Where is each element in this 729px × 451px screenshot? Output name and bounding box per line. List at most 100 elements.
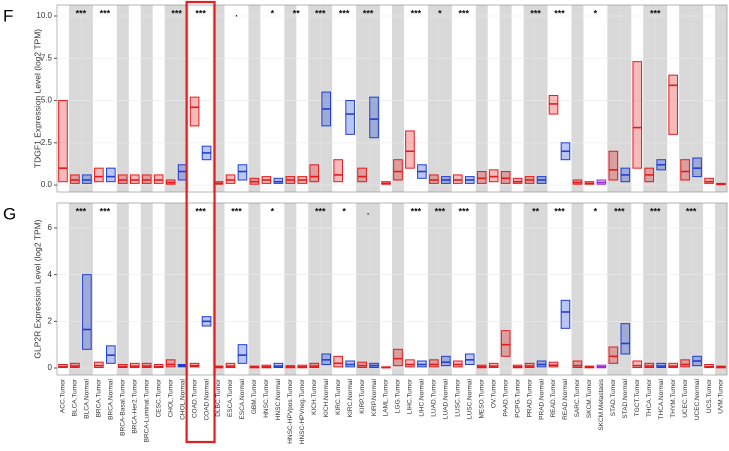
group-shade xyxy=(176,203,189,375)
box xyxy=(405,130,415,169)
group-shade xyxy=(619,203,632,375)
group-shade xyxy=(427,203,440,375)
x-tick-label: SARC.Tumor xyxy=(574,378,581,417)
significance-label: * xyxy=(271,8,275,18)
box xyxy=(704,177,714,184)
box xyxy=(680,159,690,181)
box xyxy=(357,361,367,369)
box xyxy=(405,359,415,368)
x-tick-label: ESCA.Normal xyxy=(239,378,246,419)
significance-label: * xyxy=(342,206,346,216)
box xyxy=(237,164,248,181)
x-tick-label: SKCM.Metastasis xyxy=(598,378,605,430)
box xyxy=(333,355,343,368)
x-tick-label: BRCA.Normal xyxy=(108,378,115,419)
significance-label: *** xyxy=(315,206,326,216)
significance-label: *** xyxy=(614,206,625,216)
box xyxy=(94,361,104,369)
box xyxy=(225,174,236,184)
group-shade xyxy=(356,5,369,192)
box xyxy=(452,174,463,184)
box xyxy=(632,360,643,369)
box xyxy=(189,96,200,127)
x-tick-label: LGG.Tumor xyxy=(395,378,402,413)
x-tick-label: LUAD.Tumor xyxy=(431,378,438,417)
box xyxy=(572,360,583,369)
x-tick-label: BRCA-Luminal.Tumor xyxy=(143,378,150,442)
box xyxy=(345,100,355,135)
x-tick-label: KIRC.Normal xyxy=(347,378,354,417)
x-tick-label: SKCM.Tumor xyxy=(586,378,593,418)
group-shade xyxy=(679,5,692,192)
y-tick-label: 7.5 xyxy=(41,53,53,62)
box xyxy=(548,94,559,115)
significance-label: *** xyxy=(195,206,206,216)
group-shade xyxy=(655,5,668,192)
box xyxy=(680,359,690,368)
group-shade xyxy=(535,5,548,192)
group-shade xyxy=(368,203,381,375)
significance-label: *** xyxy=(459,206,470,216)
box xyxy=(117,174,128,184)
group-shade xyxy=(116,203,129,375)
box xyxy=(476,171,487,184)
x-tick-label: ACC.Tumor xyxy=(60,378,67,413)
y-axis-label: TDGF1 Expression Level (log2 TPM) xyxy=(32,29,42,168)
significance-label: *** xyxy=(650,206,661,216)
group-shade xyxy=(368,5,381,192)
y-tick-label: 10.0 xyxy=(36,11,52,20)
x-tick-label: LIHC.Normal xyxy=(419,378,426,416)
box xyxy=(632,61,643,169)
x-tick-label: PAAD.Tumor xyxy=(502,378,509,416)
y-tick-label: 6 xyxy=(48,223,53,232)
group-shade xyxy=(392,203,404,375)
group-shade xyxy=(439,5,452,192)
box xyxy=(692,157,702,178)
group-shade xyxy=(248,5,261,192)
box xyxy=(106,167,116,183)
significance-label: *** xyxy=(231,206,242,216)
group-shade xyxy=(140,203,153,375)
significance-label: *** xyxy=(315,8,326,18)
x-tick-label: HNSC-HPVneg.Tumor xyxy=(299,378,306,444)
significance-label: *** xyxy=(76,206,87,216)
group-shade xyxy=(164,203,177,375)
significance-label: *** xyxy=(171,8,182,18)
x-tick-label: STAD.Normal xyxy=(622,378,629,418)
significance-label: *** xyxy=(411,206,422,216)
box xyxy=(369,96,379,139)
x-tick-label: KICH.Tumor xyxy=(311,378,318,415)
group-shade xyxy=(715,203,727,375)
group-shade xyxy=(248,203,261,375)
significance-label: *** xyxy=(530,8,541,18)
box xyxy=(512,177,523,184)
box xyxy=(357,167,367,183)
y-tick-label: 0 xyxy=(48,363,53,372)
highlight-frame xyxy=(185,0,216,444)
significance-label: *** xyxy=(100,206,111,216)
box xyxy=(393,348,403,367)
y-tick-label: 4 xyxy=(48,270,53,279)
significance-label: *** xyxy=(554,8,565,18)
box xyxy=(70,174,80,184)
group-shade xyxy=(68,203,81,375)
y-axis-label: GLP2R Expression Level (log2 TPM) xyxy=(32,219,42,358)
group-shade xyxy=(691,203,704,375)
group-shade xyxy=(176,5,189,192)
group-shade xyxy=(523,203,536,375)
significance-label: * xyxy=(594,206,598,216)
x-tick-label: UCEC.Tumor xyxy=(682,378,689,418)
group-shade xyxy=(607,203,620,375)
group-shade xyxy=(80,203,93,375)
box xyxy=(620,323,631,355)
group-shade xyxy=(320,203,333,375)
group-shade xyxy=(427,5,440,192)
group-shade xyxy=(571,5,584,192)
group-shade xyxy=(571,203,584,375)
group-shade xyxy=(679,203,692,375)
group-shade xyxy=(212,203,225,375)
group-shade xyxy=(499,5,512,192)
x-tick-label: HNSC-HPVpos.Tumor xyxy=(287,378,294,444)
x-tick-label: BRCA-Basal.Tumor xyxy=(120,378,127,436)
